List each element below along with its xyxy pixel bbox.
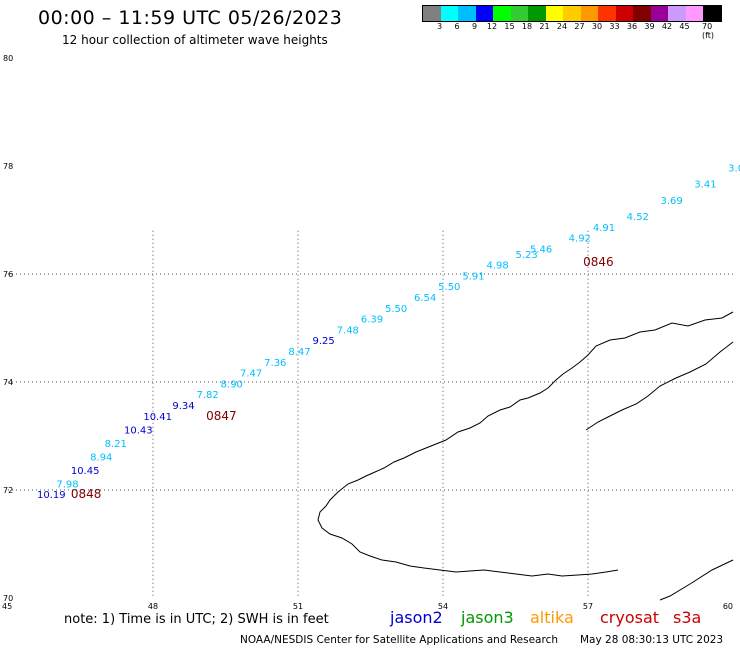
legend-altika: altika <box>530 608 574 627</box>
legend-swatch <box>510 6 528 21</box>
legend-swatch <box>598 6 616 21</box>
wave-height-value: 4.52 <box>627 212 649 223</box>
wave-height-value: 10.45 <box>71 466 100 477</box>
legend-swatch <box>580 6 598 21</box>
legend-swatch <box>563 6 581 21</box>
wave-height-value: 10.43 <box>124 425 153 436</box>
wave-height-value: 7.82 <box>197 390 219 401</box>
wave-height-value: 7.36 <box>264 358 286 369</box>
graticule <box>8 230 733 598</box>
legend-label: 21 <box>539 22 550 31</box>
lon-tick-label: 51 <box>293 602 303 611</box>
legend-label: 33 <box>609 22 620 31</box>
legend-label: 30 <box>591 22 603 31</box>
time-label: 0848 <box>71 487 102 501</box>
wave-height-value: 5.50 <box>385 304 407 315</box>
legend-swatch <box>615 6 633 21</box>
legend-label: 12 <box>486 22 498 31</box>
legend-jason3: jason3 <box>461 608 514 627</box>
legend-swatch <box>685 6 703 21</box>
wave-height-value: 4.91 <box>593 223 615 234</box>
legend-swatch <box>423 6 441 21</box>
wave-height-value: 9.25 <box>313 336 335 347</box>
wave-height-value: 8.21 <box>105 439 127 450</box>
lon-tick-label: 57 <box>583 602 593 611</box>
legend-label: 39 <box>644 22 655 31</box>
legend-label: 36 <box>626 22 638 31</box>
legend-swatch <box>458 6 476 21</box>
credit-line: NOAA/NESDIS Center for Satellite Applica… <box>240 634 558 646</box>
legend-swatch <box>668 6 686 21</box>
legend-s3a: s3a <box>673 608 702 627</box>
coastline-novaya-zemlya <box>317 311 734 601</box>
legend-swatch <box>703 6 721 21</box>
wave-height-value: 9.34 <box>172 401 194 412</box>
legend-label: 6 <box>454 22 460 31</box>
wave-height-value: 3.69 <box>661 196 683 207</box>
wave-height-value: 5.23 <box>516 250 538 261</box>
legend-label: 45 <box>679 22 690 31</box>
wave-height-value: 5.91 <box>462 271 484 282</box>
footer-note: note: 1) Time is in UTC; 2) SWH is in fe… <box>64 612 329 627</box>
wave-height-value: 7.98 <box>56 479 78 490</box>
coastline-inner <box>585 341 734 431</box>
axis-tick-labels: 45 48 51 54 57 60 80 78 76 74 72 70 <box>2 54 733 611</box>
lon-tick-label: 48 <box>148 602 158 611</box>
legend-jason2: jason2 <box>390 608 443 627</box>
wave-height-value: 3.41 <box>694 180 716 191</box>
wave-height-value: 5.50 <box>438 282 460 293</box>
legend-swatch <box>650 6 668 21</box>
legend-label: 70 (ft) <box>701 22 715 40</box>
legend-swatch <box>528 6 546 21</box>
coastline-main <box>317 311 734 577</box>
legend-swatch <box>633 6 651 21</box>
lon-tick-label: 60 <box>723 602 733 611</box>
time-label: 0847 <box>206 409 237 423</box>
lat-tick-label: 70 <box>3 594 13 603</box>
lat-tick-label: 74 <box>3 378 13 387</box>
generated-timestamp: May 28 08:30:13 UTC 2023 <box>580 634 724 646</box>
wave-height-value: 6.54 <box>414 293 436 304</box>
legend-label: 9 <box>471 22 478 31</box>
lon-tick-label: 45 <box>2 602 12 611</box>
map-title: 00:00 – 11:59 UTC 05/26/2023 <box>38 7 343 29</box>
lat-tick-label: 78 <box>3 162 13 171</box>
coastline-south <box>659 559 734 601</box>
legend-swatch <box>545 6 563 21</box>
legend-label: 3 <box>436 22 443 31</box>
map-subtitle: 12 hour collection of altimeter wave hei… <box>62 33 328 47</box>
legend-swatch <box>493 6 511 21</box>
time-label: 0846 <box>583 255 614 269</box>
legend-label: 18 <box>521 22 533 31</box>
color-legend-bar <box>422 5 722 22</box>
lat-tick-label: 76 <box>3 270 13 279</box>
wave-height-value: 4.98 <box>487 261 509 272</box>
legend-label: 24 <box>556 22 568 31</box>
lat-tick-label: 72 <box>3 486 13 495</box>
time-labels: 0848 0847 0846 <box>71 255 614 501</box>
legend-label: 42 <box>661 22 673 31</box>
wave-height-value: 7.47 <box>240 369 262 380</box>
legend-cryosat: cryosat <box>600 608 660 627</box>
lon-tick-label: 54 <box>438 602 448 611</box>
wave-height-track: 10.197.98 10.45 8.94 8.21 10.43 10.419.347.82… <box>37 163 740 501</box>
wave-height-value: 4.92 <box>569 234 591 245</box>
legend-swatch <box>475 6 493 21</box>
wave-height-value: 6.39 <box>361 315 383 326</box>
legend-label: 27 <box>574 22 585 31</box>
wave-height-value: 8.90 <box>221 379 243 390</box>
wave-height-value: 5.46 <box>530 244 552 255</box>
legend-swatch <box>440 6 458 21</box>
wave-height-value: 10.41 <box>143 412 172 423</box>
wave-height-value: 7.48 <box>337 325 359 336</box>
wave-height-value: 8.47 <box>288 347 310 358</box>
wave-height-value: 10.19 <box>37 490 66 501</box>
legend-label: 15 <box>504 22 515 31</box>
wave-height-value: 3.0 <box>728 163 740 174</box>
lat-tick-label: 80 <box>3 54 13 63</box>
wave-height-value: 8.94 <box>90 452 112 463</box>
